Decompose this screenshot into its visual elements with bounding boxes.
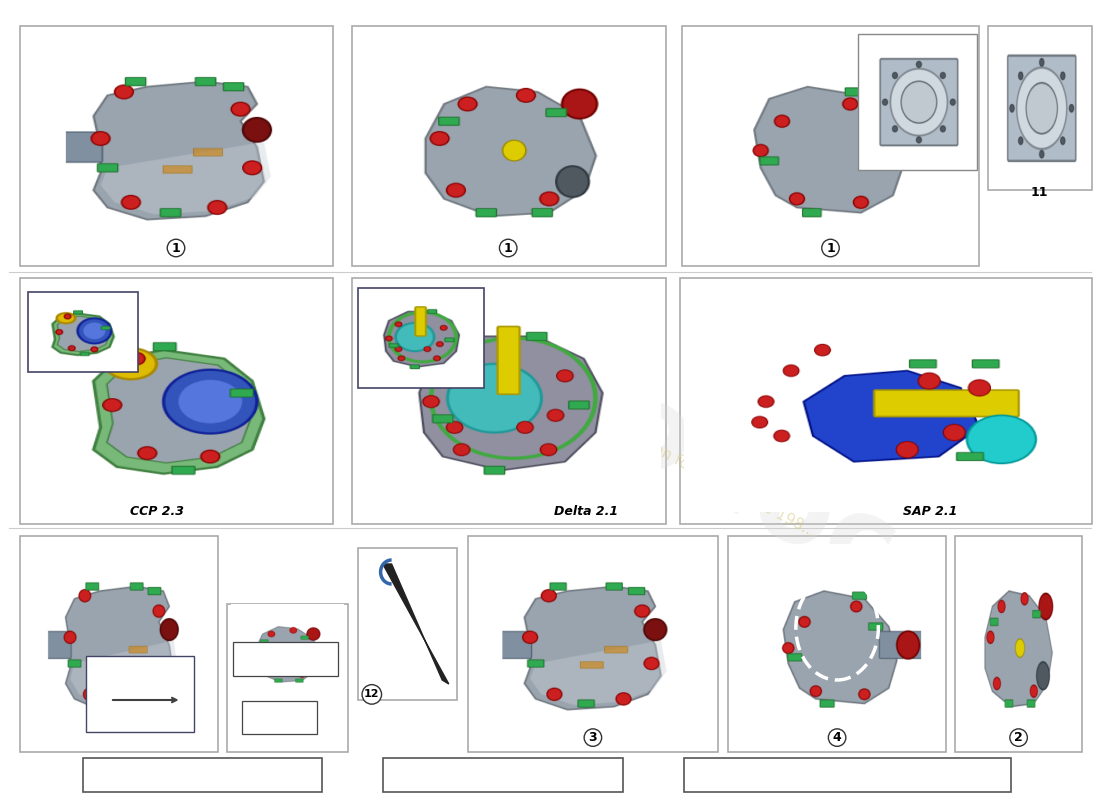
Bar <box>352 278 666 524</box>
Bar <box>358 548 456 700</box>
Polygon shape <box>383 564 449 684</box>
Text: ⑥ = 1 + Delta 2.1 + SAP 2.1: ⑥ = 1 + Delta 2.1 + SAP 2.1 <box>110 769 295 782</box>
Bar <box>242 701 317 734</box>
Text: 10: 10 <box>90 714 106 724</box>
Bar <box>20 536 218 752</box>
Text: 9: 9 <box>275 713 284 722</box>
Bar <box>383 758 623 792</box>
Text: 12: 12 <box>364 690 380 699</box>
Text: Delta 2.1: Delta 2.1 <box>554 505 618 518</box>
Text: SAP 2.1: SAP 2.1 <box>903 505 957 518</box>
Bar <box>352 26 666 266</box>
Text: function for parts since 198...: function for parts since 198... <box>612 420 818 540</box>
Bar <box>988 26 1092 190</box>
Text: 1: 1 <box>172 242 180 254</box>
Bar <box>684 758 1011 792</box>
Bar <box>86 656 194 732</box>
FancyArrowPatch shape <box>113 698 176 702</box>
Text: 1: 1 <box>504 242 513 254</box>
Text: 2: 2 <box>1014 731 1023 744</box>
Bar <box>468 536 718 752</box>
Bar <box>20 26 333 266</box>
Text: 3: 3 <box>588 731 597 744</box>
Text: autodoc: autodoc <box>405 270 915 610</box>
Text: 4: 4 <box>833 731 842 744</box>
Bar <box>227 604 348 752</box>
Bar <box>20 278 333 524</box>
Bar <box>728 536 946 752</box>
Text: 11: 11 <box>1031 186 1048 198</box>
Bar <box>82 758 322 792</box>
Text: ⑦ = 1 + Delta 2.1 + CCP 2.3: ⑦ = 1 + Delta 2.1 + CCP 2.3 <box>410 769 595 782</box>
Bar <box>680 278 1092 524</box>
Bar <box>28 292 138 372</box>
Text: ⑧ = 1 + Delta 2.1 + SAP 2.1 + CCP 2.3: ⑧ = 1 + Delta 2.1 + SAP 2.1 + CCP 2.3 <box>720 769 975 782</box>
Bar <box>358 288 484 388</box>
Bar <box>233 642 338 676</box>
Text: CCP 2.3: CCP 2.3 <box>130 505 184 518</box>
Text: 1: 1 <box>826 242 835 254</box>
Bar <box>955 536 1082 752</box>
Bar <box>682 26 979 266</box>
Bar <box>858 34 977 170</box>
Text: ⑨ Housing: ⑨ Housing <box>256 654 316 664</box>
